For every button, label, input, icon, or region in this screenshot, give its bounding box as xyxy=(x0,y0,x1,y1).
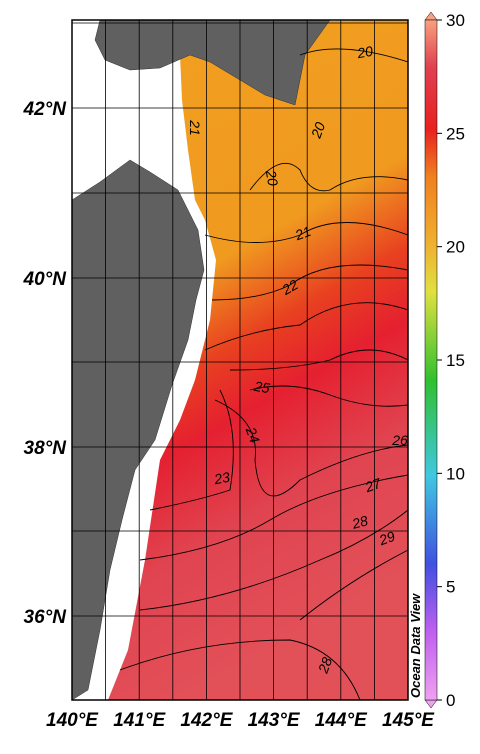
lon-label: 145°E xyxy=(382,710,435,731)
contour-label: 27 xyxy=(362,474,384,495)
contours xyxy=(119,48,408,700)
land-honshu xyxy=(72,159,205,700)
contour-labels: 20 20 20 21 21 22 25 24 23 26 27 28 29 28 xyxy=(187,43,408,676)
lon-label: 140°E xyxy=(46,710,99,731)
lat-label: 42°N xyxy=(23,99,68,120)
contour-label: 25 xyxy=(252,378,271,397)
lat-label: 36°N xyxy=(24,607,68,628)
contour-label: 23 xyxy=(212,469,231,488)
contour-label: 29 xyxy=(376,528,397,549)
contour-label: 22 xyxy=(278,276,301,298)
contour-label: 24 xyxy=(242,424,263,445)
contour-label: 21 xyxy=(187,119,203,136)
colorbar xyxy=(424,19,438,701)
contour-label: 28 xyxy=(349,512,369,532)
contour-label: 21 xyxy=(292,223,313,244)
colorbar-label: 15 xyxy=(446,351,465,370)
colorbar-label: 25 xyxy=(446,124,465,143)
lon-label: 142°E xyxy=(180,710,233,731)
lat-label: 40°N xyxy=(23,269,68,290)
contour-label: 20 xyxy=(355,43,374,62)
colorbar-label: 5 xyxy=(446,578,455,597)
lat-label: 38°N xyxy=(24,438,68,459)
contour-label: 28 xyxy=(314,655,335,676)
axes: 140°E 141°E 142°E 143°E 144°E 145°E 42°N 40°N 38… xyxy=(23,11,465,731)
colorbar-label: 20 xyxy=(446,238,465,257)
colorbar-label: 10 xyxy=(446,464,465,483)
contour-label: 20 xyxy=(263,168,282,187)
colorbar-label: 30 xyxy=(446,11,465,30)
colorbar-min-arrow xyxy=(424,699,438,709)
map-frame xyxy=(71,19,409,701)
contour-label: 26 xyxy=(391,432,408,448)
sea-field xyxy=(108,20,408,700)
map-area: 20 20 20 21 21 22 25 24 23 26 27 28 29 28 xyxy=(72,20,408,700)
graticule xyxy=(72,20,408,700)
lon-label: 141°E xyxy=(113,710,166,731)
contour-label: 20 xyxy=(307,120,328,141)
lon-label: 144°E xyxy=(315,710,368,731)
colorbar-label: 0 xyxy=(446,691,455,710)
lon-label: 143°E xyxy=(248,710,301,731)
land-hokkaido xyxy=(94,20,331,106)
watermark: Ocean Data View xyxy=(408,593,423,698)
colorbar-max-arrow xyxy=(424,11,438,21)
